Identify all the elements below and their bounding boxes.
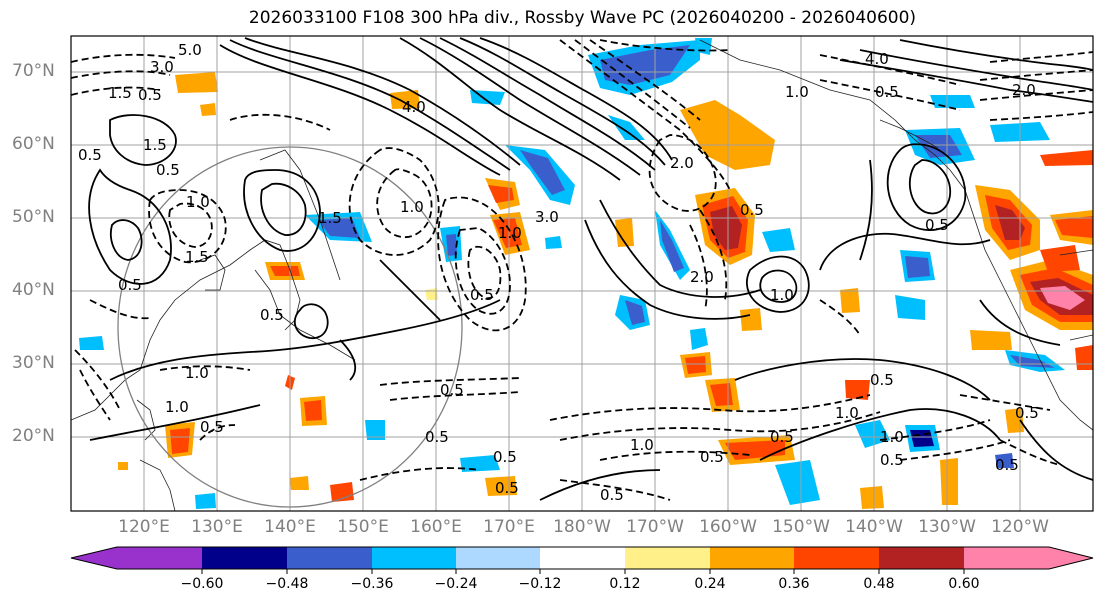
contour-label: 2.0 [1012, 81, 1036, 99]
lon-label: 140°E [264, 517, 316, 537]
contour-label: 1.0 [770, 286, 794, 304]
colorbar-tick-label: 0.48 [863, 576, 895, 592]
contour-label: 1.0 [630, 436, 654, 454]
contour-label: 0.5 [875, 83, 899, 101]
lon-label: 180°W [553, 517, 611, 537]
colorbar-tick-label: 0.12 [609, 576, 641, 592]
lon-label: 170°E [483, 517, 535, 537]
lon-label: 160°E [410, 517, 462, 537]
coastlines [71, 39, 1093, 511]
contour-label: 0.5 [156, 161, 180, 179]
colorbar-outline [70, 546, 1094, 570]
lon-label: 160°W [699, 517, 757, 537]
contour-label: 0.5 [600, 486, 624, 504]
lon-label: 150°W [772, 517, 830, 537]
colorbar-tick-label: 0.24 [694, 576, 726, 592]
contour-label: 1.5 [318, 209, 342, 227]
colorbar-segment [117, 547, 202, 569]
lat-label: 50°N [12, 207, 55, 227]
colorbar-segment [287, 547, 372, 569]
contour-label: 0.5 [880, 451, 904, 469]
contour-label: 0.5 [118, 276, 142, 294]
colorbar-segment [71, 547, 117, 569]
colorbar-tick-label: −0.60 [180, 576, 224, 592]
contour-label: 4.0 [402, 98, 426, 116]
lon-label: 120°W [991, 517, 1049, 537]
contour-label: 0.5 [925, 216, 949, 234]
colorbar-segment [456, 547, 540, 569]
lon-label: 120°E [118, 517, 170, 537]
contour-label: 0.5 [78, 146, 102, 164]
contour-label: 3.0 [535, 208, 559, 226]
colorbar-tick-label: −0.24 [434, 576, 478, 592]
contour-label: 1.0 [880, 428, 904, 446]
lat-label: 70°N [12, 61, 55, 81]
colorbar-segment [202, 547, 287, 569]
colorbar-segment [1049, 547, 1093, 569]
contour-label: 0.5 [770, 428, 794, 446]
contour-label: 4.0 [865, 50, 889, 68]
contour-label: 1.0 [186, 193, 210, 211]
contour-label: 0.5 [995, 456, 1019, 474]
solid-contours [88, 37, 1093, 501]
colorbar-segment [625, 547, 710, 569]
contour-label: 1.0 [185, 364, 209, 382]
colorbar-segment [540, 547, 625, 569]
colorbar-segment [964, 547, 1049, 569]
contour-label: 3.0 [150, 58, 174, 76]
contour-label: 0.5 [260, 306, 284, 324]
contour-label: 0.5 [440, 381, 464, 399]
contour-label: 0.5 [870, 371, 894, 389]
lon-label: 140°W [845, 517, 903, 537]
contour-label: 1.0 [835, 404, 859, 422]
lat-label: 30°N [12, 353, 55, 373]
contour-label: 0.5 [425, 428, 449, 446]
colorbar-tick-label: −0.48 [265, 576, 309, 592]
contour-label: 1.5 [108, 84, 132, 102]
reference-circle [117, 146, 463, 508]
contour-label: 2.0 [670, 154, 694, 172]
lon-label: 170°W [626, 517, 684, 537]
contour-label: 0.5 [700, 448, 724, 466]
colorbar [70, 546, 1094, 574]
contour-label: 2.0 [690, 268, 714, 286]
colorbar-segment [372, 547, 456, 569]
lon-label: 150°E [337, 517, 389, 537]
lon-label: 130°E [191, 517, 243, 537]
colorbar-segment [794, 547, 879, 569]
map-frame [70, 35, 1094, 512]
colorbar-segment [879, 547, 964, 569]
lon-label: 130°W [918, 517, 976, 537]
contour-label: 0.5 [1015, 404, 1039, 422]
colorbar-tick-label: −0.36 [350, 576, 394, 592]
graticule [71, 36, 1093, 511]
lat-label: 60°N [12, 134, 55, 154]
contour-label: 5.0 [178, 41, 202, 59]
contour-label: 1.0 [165, 398, 189, 416]
contour-label: 0.5 [470, 286, 494, 304]
contour-label: 1.5 [143, 136, 167, 154]
contour-label: 1.5 [185, 248, 209, 266]
colorbar-tick-label: 0.36 [778, 576, 810, 592]
contour-label: 0.5 [493, 448, 517, 466]
shaded-divergence-field [79, 38, 1093, 509]
contour-label: 1.0 [785, 83, 809, 101]
contour-label: 1.0 [400, 198, 424, 216]
colorbar-tick-label: −0.12 [518, 576, 562, 592]
contour-label: 0.5 [138, 86, 162, 104]
contour-labels: 5.0 3.0 1.5 0.5 4.0 1.0 0.5 2.0 1.5 0.5 … [78, 41, 1039, 504]
lat-label: 40°N [12, 280, 55, 300]
contour-label: 0.5 [200, 418, 224, 436]
contour-label: 0.5 [740, 201, 764, 219]
dashed-contours [71, 39, 1093, 501]
colorbar-segment [710, 547, 794, 569]
map-title: 2026033100 F108 300 hPa div., Rossby Wav… [248, 8, 917, 28]
colorbar-tick-label: 0.60 [948, 576, 980, 592]
contour-label: 0.5 [495, 479, 519, 497]
lat-label: 20°N [12, 426, 55, 446]
contour-label: 1.0 [498, 224, 522, 242]
